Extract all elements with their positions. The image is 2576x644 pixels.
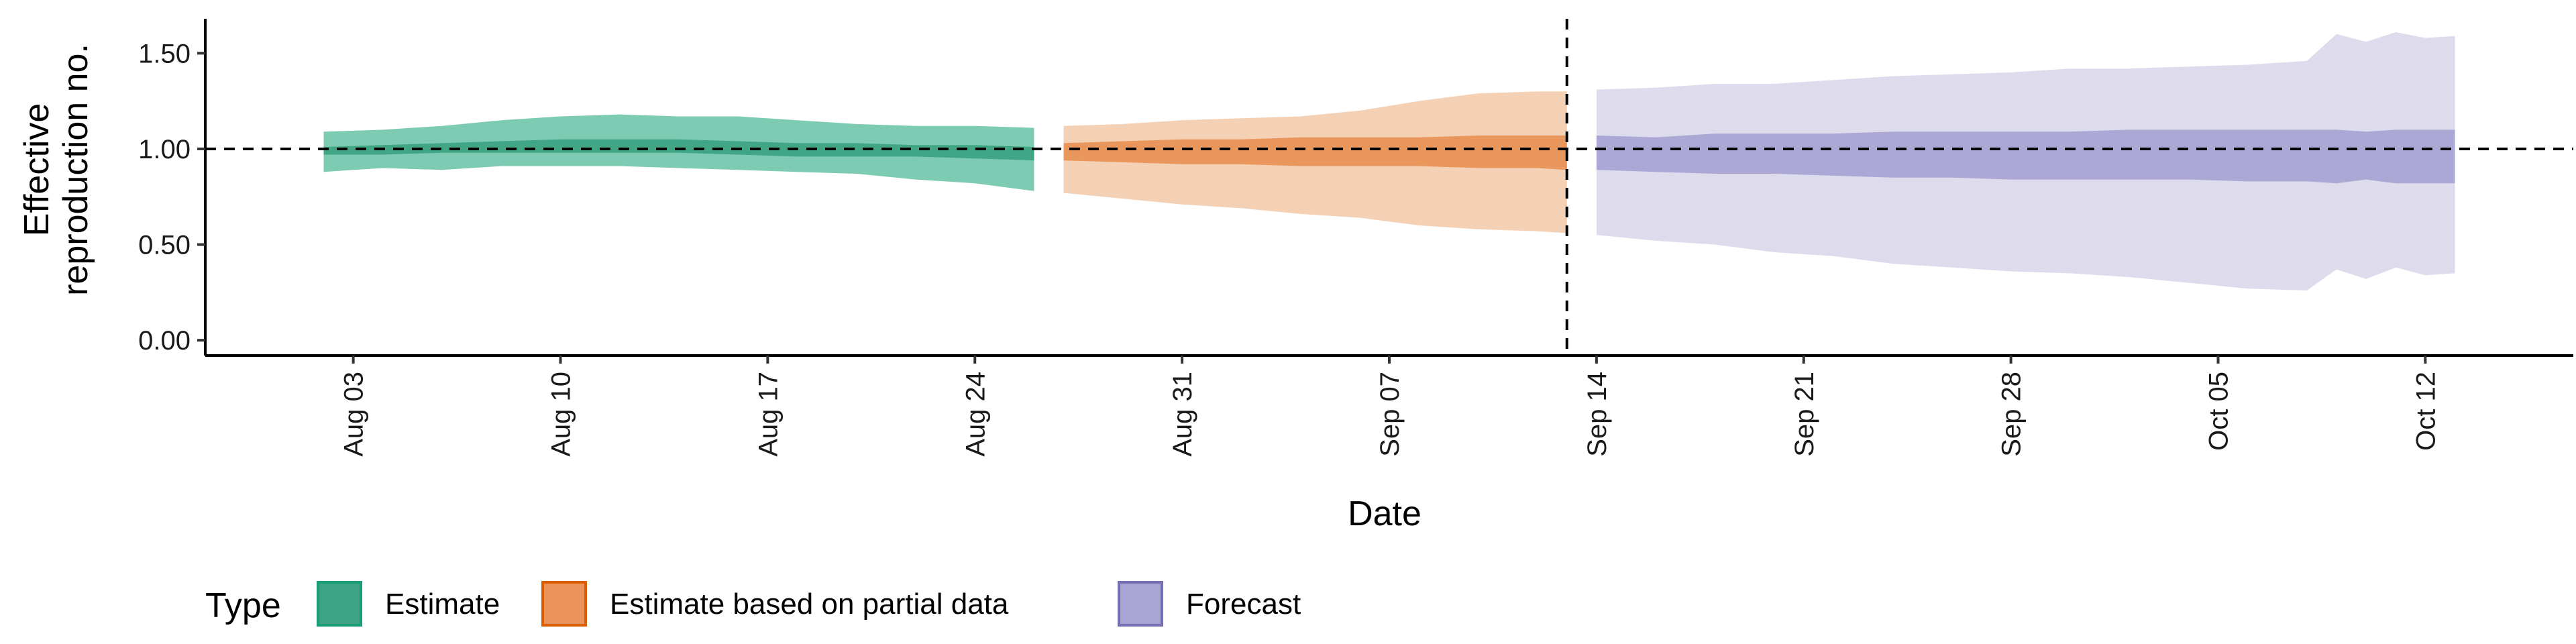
x-axis-title: Date <box>1348 494 1421 533</box>
reference-lines <box>205 19 2573 356</box>
x-tick-label: Oct 05 <box>2204 372 2234 451</box>
legend: Type Estimate Estimate based on partial d… <box>205 581 1301 627</box>
x-tick-label: Aug 24 <box>961 372 990 457</box>
legend-label-estimate: Estimate <box>385 588 500 621</box>
x-tick-label: Sep 28 <box>1997 372 2027 457</box>
x-ticks: Aug 03 Aug 10 Aug 17 Aug 24 Aug 31 Sep 07 Sep … <box>339 356 2440 457</box>
x-tick-label: Aug 10 <box>547 372 576 457</box>
band-50-estimate-based-on-partial-data <box>1063 136 1567 170</box>
y-tick-label: 1.50 <box>138 39 191 68</box>
y-tick-label: 0.00 <box>138 326 191 356</box>
legend-key-estimate-based-on-partial-data <box>541 581 587 627</box>
band-50-forecast <box>1596 129 2455 184</box>
legend-title: Type <box>205 586 281 625</box>
legend-label-forecast: Forecast <box>1186 588 1301 621</box>
x-tick-label: Oct 12 <box>2411 372 2440 451</box>
x-tick-label: Aug 31 <box>1168 372 1197 457</box>
legend-key-forecast <box>1118 581 1163 627</box>
y-tick-label: 0.50 <box>138 231 191 260</box>
legend-label-estimate-based-on-partial-data: Estimate based on partial data <box>610 588 1009 621</box>
x-tick-label: Aug 03 <box>339 372 369 457</box>
y-axis-title-line-1: Effective <box>17 103 56 236</box>
x-tick-label: Sep 14 <box>1582 372 1612 457</box>
x-tick-label: Sep 07 <box>1375 372 1405 457</box>
x-tick-label: Sep 21 <box>1790 372 1819 457</box>
y-tick-label: 1.00 <box>138 135 191 164</box>
legend-key-estimate <box>317 581 362 627</box>
y-ticks: 0.00 0.50 1.00 1.50 <box>138 39 205 356</box>
y-axis-title-line-2: reproduction no. <box>56 44 95 296</box>
band-layer <box>323 32 2455 290</box>
x-tick-label: Aug 17 <box>753 372 783 457</box>
